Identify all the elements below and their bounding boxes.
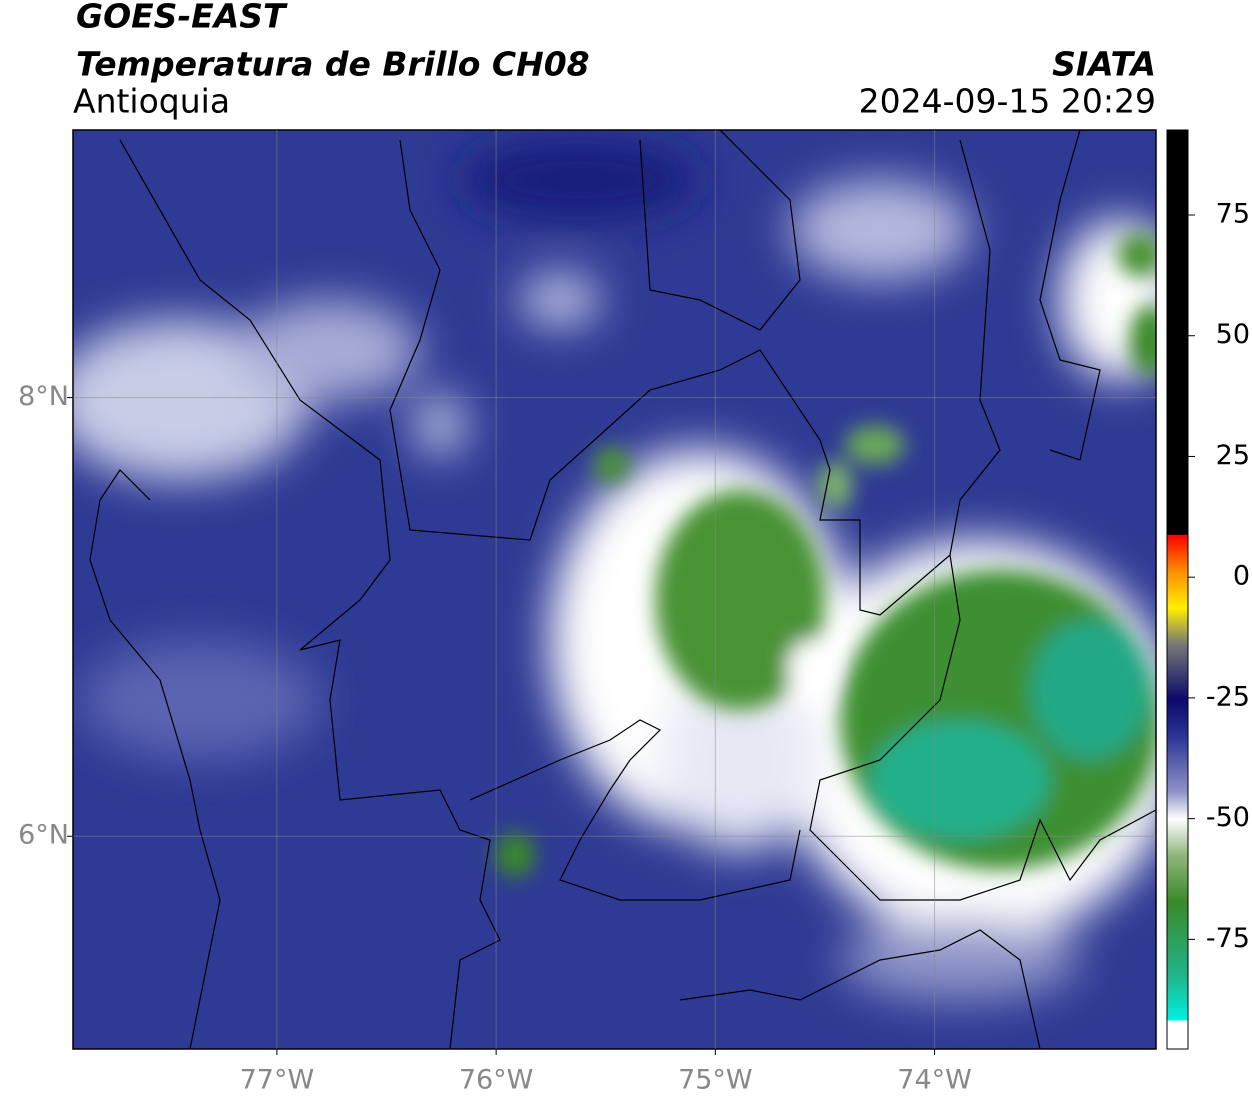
colorbar-tick-label: 25: [1216, 440, 1250, 471]
subtitle: Temperatura de Brillo CH08: [76, 45, 590, 84]
x-tick-label: 76°W: [459, 1065, 534, 1096]
x-tick-label: 75°W: [678, 1065, 753, 1096]
satellite-image: [73, 130, 1156, 1049]
y-tick-label: 6°N: [18, 820, 69, 851]
x-tick-label: 77°W: [240, 1065, 315, 1096]
colorbar-tick-label: 50: [1216, 319, 1250, 350]
region: Antioquia: [73, 82, 230, 121]
y-tick-label: 8°N: [18, 381, 69, 412]
map-frame: [72, 129, 1157, 1050]
datetime: 2024-09-15 20:29: [859, 82, 1156, 121]
x-tick-label: 74°W: [897, 1065, 972, 1096]
colorbar: [1166, 129, 1189, 1050]
source: SIATA: [1052, 45, 1156, 84]
colorbar-tick-label: 0: [1233, 561, 1250, 592]
title: GOES-EAST: [76, 0, 288, 36]
colorbar-tick-label: 75: [1216, 198, 1250, 229]
colorbar-tick-label: -75: [1206, 923, 1250, 954]
colorbar-tick-label: -25: [1206, 681, 1250, 712]
colorbar-tick-label: -50: [1206, 802, 1250, 833]
